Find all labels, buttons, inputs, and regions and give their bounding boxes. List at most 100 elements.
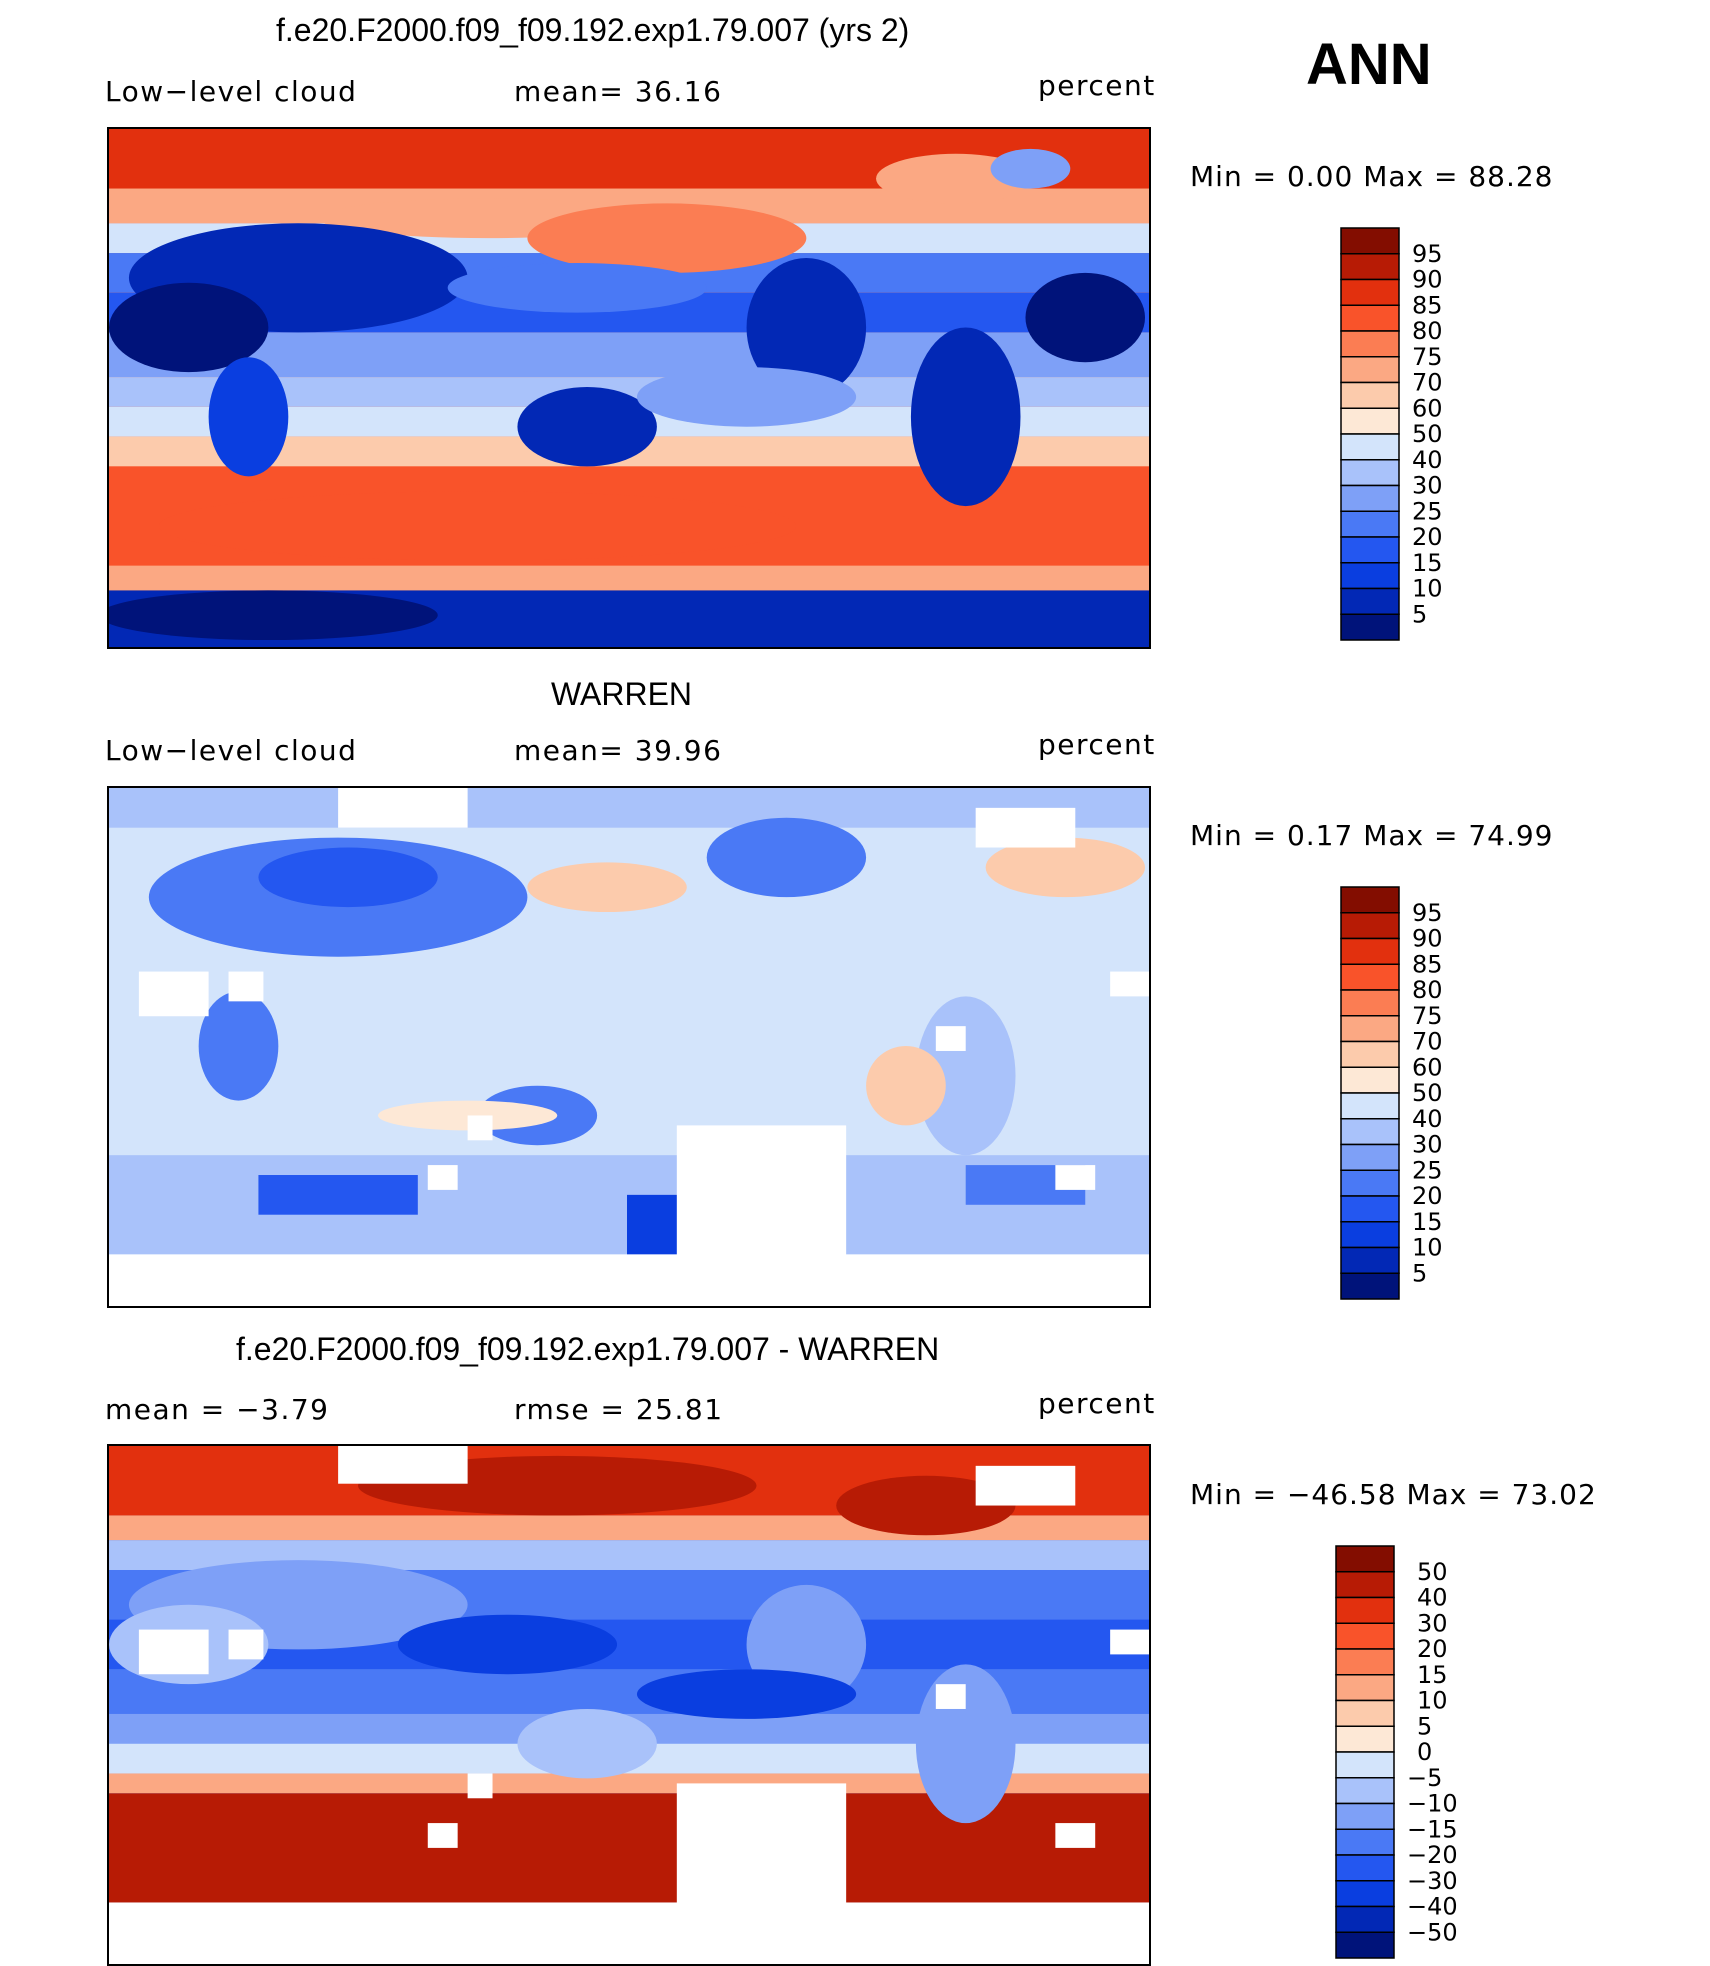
panel-1-title: f.e20.F2000.f09_f09.192.exp1.79.007 (yrs… bbox=[276, 12, 910, 48]
colorbar-tick-label: −10 bbox=[1407, 1790, 1458, 1818]
panel-3-min-max: Min = −46.58 Max = 73.02 bbox=[1190, 1478, 1597, 1511]
colorbar-swatch bbox=[1340, 1092, 1400, 1120]
colorbar-tick-label: 20 bbox=[1412, 1182, 1443, 1210]
colorbar-swatch bbox=[1340, 1169, 1400, 1197]
panel-3-units-label: percent bbox=[1038, 1387, 1156, 1420]
panel-1-map bbox=[107, 127, 1151, 649]
colorbar-swatch bbox=[1340, 304, 1400, 332]
colorbar-swatch bbox=[1335, 1596, 1395, 1624]
colorbar-swatch bbox=[1340, 1066, 1400, 1094]
colorbar-tick-label: 5 bbox=[1412, 600, 1427, 628]
colorbar-tick-label: 50 bbox=[1412, 1079, 1443, 1107]
panel-1-map-field bbox=[109, 129, 1149, 647]
colorbar-tick-label: 90 bbox=[1412, 266, 1443, 294]
colorbar-swatch bbox=[1340, 253, 1400, 281]
colorbar-tick-label: 70 bbox=[1412, 369, 1443, 397]
colorbar-swatch bbox=[1340, 1015, 1400, 1043]
colorbar-tick-label: 20 bbox=[1412, 523, 1443, 551]
colorbar-swatch bbox=[1340, 278, 1400, 306]
colorbar-swatch bbox=[1340, 1118, 1400, 1146]
colorbar-tick-label: 40 bbox=[1412, 1105, 1443, 1133]
colorbar-swatch bbox=[1340, 937, 1400, 965]
colorbar-swatch bbox=[1340, 1272, 1400, 1300]
colorbar-tick-label: 15 bbox=[1412, 1208, 1443, 1236]
colorbar-swatch bbox=[1340, 356, 1400, 384]
panel-3-mean-label: mean = −3.79 bbox=[105, 1393, 330, 1426]
colorbar-swatch bbox=[1335, 1931, 1395, 1959]
colorbar-tick-label: 75 bbox=[1412, 343, 1443, 371]
panel-2-min-max: Min = 0.17 Max = 74.99 bbox=[1190, 819, 1554, 852]
colorbar-tick-label: 30 bbox=[1412, 1131, 1443, 1159]
colorbar-tick-label: 25 bbox=[1412, 497, 1443, 525]
colorbar-tick-label: 80 bbox=[1412, 317, 1443, 345]
colorbar-tick-label: 40 bbox=[1417, 1584, 1448, 1612]
colorbar-tick-label: 15 bbox=[1412, 549, 1443, 577]
panel-1-units-label: percent bbox=[1038, 69, 1156, 102]
colorbar-swatch bbox=[1340, 227, 1400, 255]
colorbar-swatch bbox=[1335, 1854, 1395, 1882]
colorbar-swatch bbox=[1340, 1143, 1400, 1171]
colorbar-swatch bbox=[1340, 433, 1400, 461]
panel-2-mean-label: mean= 39.96 bbox=[514, 734, 723, 767]
colorbar-swatch bbox=[1340, 912, 1400, 940]
panel-2-variable-label: Low−level cloud bbox=[105, 734, 358, 767]
colorbar-tick-label: −30 bbox=[1407, 1867, 1458, 1895]
colorbar-swatch bbox=[1340, 989, 1400, 1017]
colorbar-swatch bbox=[1340, 1246, 1400, 1274]
colorbar-tick-label: −40 bbox=[1407, 1893, 1458, 1921]
colorbar-tick-label: 30 bbox=[1412, 472, 1443, 500]
colorbar-tick-label: 50 bbox=[1412, 420, 1443, 448]
colorbar-swatch bbox=[1340, 1040, 1400, 1068]
colorbar-tick-label: 5 bbox=[1417, 1712, 1432, 1740]
panel-2-units-label: percent bbox=[1038, 728, 1156, 761]
colorbar-swatch bbox=[1340, 459, 1400, 487]
season-label: ANN bbox=[1306, 32, 1432, 97]
colorbar-swatch bbox=[1340, 587, 1400, 615]
colorbar-tick-label: 5 bbox=[1412, 1259, 1427, 1287]
colorbar-swatch bbox=[1335, 1545, 1395, 1573]
colorbar-swatch bbox=[1335, 1880, 1395, 1908]
panel-2-map-field bbox=[109, 788, 1149, 1306]
colorbar-swatch bbox=[1340, 613, 1400, 641]
colorbar-swatch bbox=[1335, 1674, 1395, 1702]
colorbar-swatch bbox=[1335, 1751, 1395, 1779]
colorbar-swatch bbox=[1335, 1777, 1395, 1805]
colorbar-tick-label: 20 bbox=[1417, 1635, 1448, 1663]
panel-1-mean-label: mean= 36.16 bbox=[514, 75, 723, 108]
panel-3-map-field bbox=[109, 1446, 1149, 1964]
colorbar-swatch bbox=[1340, 407, 1400, 435]
colorbar-swatch bbox=[1340, 1221, 1400, 1249]
colorbar-tick-label: 10 bbox=[1417, 1687, 1448, 1715]
colorbar-swatch bbox=[1340, 381, 1400, 409]
panel-1-min-max: Min = 0.00 Max = 88.28 bbox=[1190, 160, 1554, 193]
colorbar-tick-label: 60 bbox=[1412, 1053, 1443, 1081]
colorbar-swatch bbox=[1340, 484, 1400, 512]
colorbar-swatch bbox=[1340, 330, 1400, 358]
colorbar-tick-label: 40 bbox=[1412, 446, 1443, 474]
colorbar-swatch bbox=[1335, 1725, 1395, 1753]
colorbar-tick-label: 75 bbox=[1412, 1002, 1443, 1030]
colorbar-tick-label: 10 bbox=[1412, 575, 1443, 603]
colorbar-swatch bbox=[1340, 886, 1400, 914]
colorbar-swatch bbox=[1335, 1648, 1395, 1676]
colorbar-tick-label: −20 bbox=[1407, 1841, 1458, 1869]
colorbar-tick-label: 85 bbox=[1412, 950, 1443, 978]
colorbar-swatch bbox=[1335, 1622, 1395, 1650]
colorbar-swatch bbox=[1335, 1828, 1395, 1856]
colorbar-swatch bbox=[1340, 536, 1400, 564]
colorbar-swatch bbox=[1340, 963, 1400, 991]
colorbar-tick-label: 0 bbox=[1417, 1738, 1432, 1766]
colorbar-tick-label: 30 bbox=[1417, 1609, 1448, 1637]
colorbar-tick-label: 60 bbox=[1412, 394, 1443, 422]
panel-3-rmse-label: rmse = 25.81 bbox=[514, 1393, 724, 1426]
panel-3-map bbox=[107, 1444, 1151, 1966]
colorbar-tick-label: 25 bbox=[1412, 1156, 1443, 1184]
colorbar-swatch bbox=[1335, 1571, 1395, 1599]
colorbar-tick-label: 15 bbox=[1417, 1661, 1448, 1689]
colorbar-swatch bbox=[1335, 1802, 1395, 1830]
colorbar-tick-label: 10 bbox=[1412, 1234, 1443, 1262]
colorbar-tick-label: −5 bbox=[1407, 1764, 1442, 1792]
colorbar-tick-label: 50 bbox=[1417, 1558, 1448, 1586]
colorbar-tick-label: −50 bbox=[1407, 1918, 1458, 1946]
colorbar-tick-label: 80 bbox=[1412, 976, 1443, 1004]
